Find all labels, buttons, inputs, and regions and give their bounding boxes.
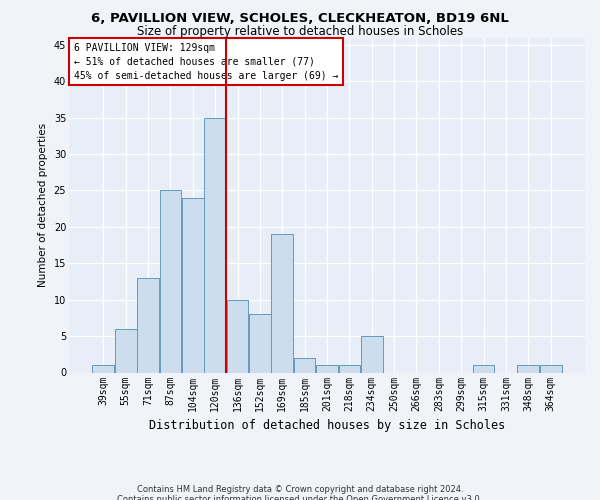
- Bar: [182, 198, 203, 372]
- Bar: [361, 336, 383, 372]
- Text: 6, PAVILLION VIEW, SCHOLES, CLECKHEATON, BD19 6NL: 6, PAVILLION VIEW, SCHOLES, CLECKHEATON,…: [91, 12, 509, 26]
- Bar: [316, 365, 338, 372]
- Bar: [540, 365, 562, 372]
- X-axis label: Distribution of detached houses by size in Scholes: Distribution of detached houses by size …: [149, 419, 505, 432]
- Bar: [137, 278, 159, 372]
- Bar: [160, 190, 181, 372]
- Bar: [115, 329, 137, 372]
- Bar: [271, 234, 293, 372]
- Text: 6 PAVILLION VIEW: 129sqm
← 51% of detached houses are smaller (77)
45% of semi-d: 6 PAVILLION VIEW: 129sqm ← 51% of detach…: [74, 42, 338, 80]
- Bar: [294, 358, 316, 372]
- Bar: [92, 365, 114, 372]
- Text: Size of property relative to detached houses in Scholes: Size of property relative to detached ho…: [137, 25, 463, 38]
- Y-axis label: Number of detached properties: Number of detached properties: [38, 123, 48, 287]
- Bar: [205, 118, 226, 372]
- Bar: [338, 365, 360, 372]
- Bar: [249, 314, 271, 372]
- Text: Contains public sector information licensed under the Open Government Licence v3: Contains public sector information licen…: [118, 495, 482, 500]
- Bar: [227, 300, 248, 372]
- Bar: [517, 365, 539, 372]
- Bar: [473, 365, 494, 372]
- Text: Contains HM Land Registry data © Crown copyright and database right 2024.: Contains HM Land Registry data © Crown c…: [137, 485, 463, 494]
